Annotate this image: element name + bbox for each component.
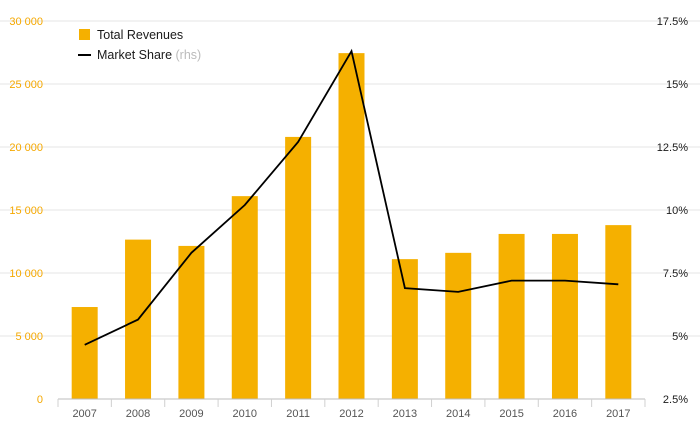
right-axis-tick-label: 15%	[666, 79, 688, 91]
left-axis-tick-label: 0	[37, 394, 43, 406]
x-axis-tick-label: 2013	[393, 408, 417, 420]
revenue-bar	[605, 225, 632, 399]
left-axis-tick-label: 10 000	[9, 268, 43, 280]
axes: 0 5 000 10 000 15 000 20 000 25 000 30 000 2.5%…	[9, 16, 688, 420]
revenue-bar	[71, 307, 98, 399]
x-axis-tick-label: 2015	[499, 408, 523, 420]
right-axis-tick-label: 5%	[672, 331, 688, 343]
right-axis-tick-label: 10%	[666, 205, 688, 217]
legend-label-market-share-name: Market Share	[97, 48, 172, 62]
legend-label-total-revenues: Total Revenues	[97, 28, 183, 42]
x-axis-tick-label: 2017	[606, 408, 630, 420]
x-axis-tick-label: 2011	[286, 408, 310, 420]
revenue-bar	[391, 259, 418, 399]
revenue-bar	[285, 136, 312, 400]
right-axis-tick-label: 7.5%	[663, 268, 688, 280]
legend: Total Revenues Market Share (rhs)	[78, 28, 201, 62]
left-axis-tick-label: 5 000	[15, 331, 43, 343]
x-axis-tick-label: 2016	[553, 408, 577, 420]
revenue-bar	[445, 252, 472, 399]
legend-swatch-total-revenues	[79, 29, 90, 40]
x-axis-tick-label: 2010	[233, 408, 257, 420]
legend-label-rhs-suffix: (rhs)	[176, 48, 202, 62]
x-axis-tick-label: 2007	[72, 408, 96, 420]
x-axis-tick-label: 2008	[126, 408, 150, 420]
revenue-bar	[338, 53, 365, 399]
revenue-bar	[231, 196, 258, 399]
legend-label-market-share: Market Share (rhs)	[97, 48, 201, 62]
left-axis-tick-label: 15 000	[9, 205, 43, 217]
x-axis-tick-label: 2009	[179, 408, 203, 420]
right-axis-tick-label: 2.5%	[663, 394, 688, 406]
revenue-bars	[71, 53, 632, 400]
market-share-line	[84, 48, 619, 346]
right-axis-tick-label: 12.5%	[657, 142, 688, 154]
left-axis-tick-label: 20 000	[9, 142, 43, 154]
right-axis-tick-label: 17.5%	[657, 16, 688, 28]
left-axis-tick-label: 30 000	[9, 16, 43, 28]
x-axis-tick-label: 2012	[339, 408, 363, 420]
revenue-bar	[178, 245, 205, 399]
revenue-bar	[551, 233, 578, 399]
market-share-line-group	[84, 48, 619, 346]
revenue-bar	[498, 233, 525, 399]
left-axis-tick-label: 25 000	[9, 79, 43, 91]
x-axis-tick-label: 2014	[446, 408, 470, 420]
